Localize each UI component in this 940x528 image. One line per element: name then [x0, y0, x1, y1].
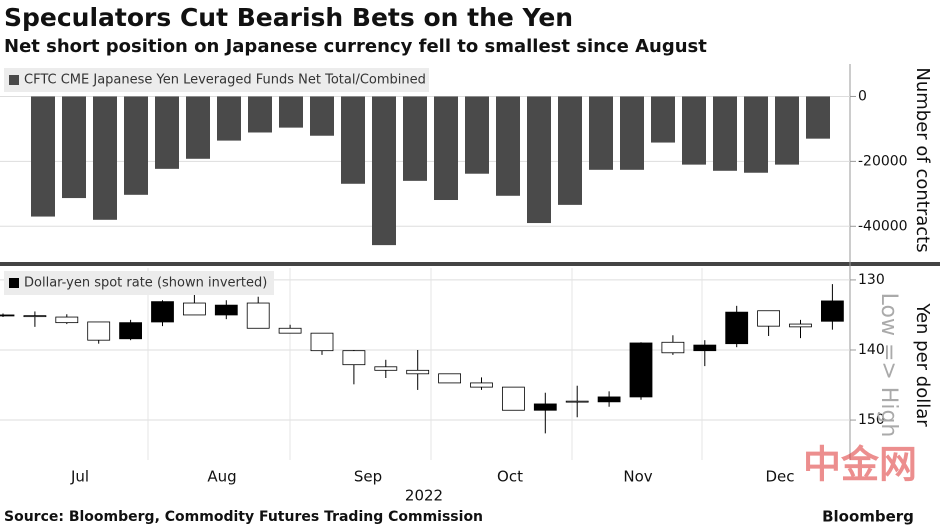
candle-body: [533, 403, 557, 411]
legend-swatch: [9, 75, 19, 85]
bar: [558, 96, 582, 205]
y-tick-label: 150: [858, 412, 885, 428]
candle-body: [661, 341, 685, 354]
x-tick-label: Jul: [70, 468, 89, 486]
y-tick-label: -40000: [858, 218, 908, 234]
candle-body: [629, 342, 653, 398]
y-axis-label: Yen per dollar: [912, 302, 933, 427]
x-tick-label: Dec: [765, 468, 794, 486]
candle-body: [501, 386, 525, 411]
bar: [124, 96, 148, 195]
bar: [403, 96, 427, 181]
x-tick-label: Nov: [623, 468, 652, 486]
chart-subtitle: Net short position on Japanese currency …: [4, 36, 707, 57]
bar: [713, 96, 737, 171]
bar: [186, 96, 210, 159]
candle-body: [214, 304, 238, 316]
candle-body: [310, 332, 334, 352]
bar: [806, 96, 830, 139]
bar: [651, 96, 675, 143]
candle-body: [87, 321, 111, 341]
candle-body: [0, 314, 15, 317]
candle-body: [597, 396, 621, 403]
y-tick-label: 0: [858, 88, 867, 104]
legend-label: CFTC CME Japanese Yen Leveraged Funds Ne…: [24, 73, 426, 88]
bar: [372, 96, 396, 246]
candle-body: [406, 369, 430, 375]
candle-body: [693, 344, 717, 352]
legend-box: [4, 68, 429, 92]
candle-body: [23, 315, 47, 318]
x-tick-label: Oct: [497, 468, 523, 486]
bar: [217, 96, 241, 141]
candle-body: [342, 350, 366, 366]
legend-swatch: [9, 278, 19, 288]
x-tick-label: Aug: [207, 468, 236, 486]
bar: [341, 96, 365, 184]
logo: Bloomberg: [822, 508, 914, 526]
bar: [93, 96, 117, 220]
y-axis-label: Number of contracts: [912, 67, 933, 252]
bar: [248, 96, 272, 133]
candle-body: [438, 373, 462, 384]
y-tick-label: 140: [858, 342, 885, 358]
x-tick-label: Sep: [354, 468, 382, 486]
bar: [589, 96, 613, 170]
candle-body: [470, 382, 493, 388]
bar: [279, 96, 303, 128]
candle-body: [789, 323, 812, 328]
bar: [434, 96, 458, 201]
candle-body: [151, 301, 174, 323]
y-tick-label: 130: [858, 272, 885, 288]
candle-body: [278, 327, 302, 334]
bar: [744, 96, 768, 173]
watermark: 中金网: [803, 443, 917, 487]
bar: [620, 96, 644, 170]
bar: [496, 96, 520, 196]
candle-body: [55, 316, 79, 324]
bar: [682, 96, 706, 165]
candle-body: [757, 310, 780, 327]
x-axis-label: 2022: [405, 487, 443, 505]
bar: [775, 96, 799, 165]
annotation: Low => High: [876, 293, 901, 438]
candle-body: [725, 311, 749, 345]
bar: [310, 96, 334, 136]
panel-divider: [0, 262, 940, 266]
bar: [155, 96, 179, 169]
legend-label: Dollar-yen spot rate (shown inverted): [24, 276, 267, 291]
legend-box: [4, 271, 274, 295]
source: Source: Bloomberg, Commodity Futures Tra…: [4, 509, 483, 525]
chart-title: Speculators Cut Bearish Bets on the Yen: [4, 3, 573, 32]
candle-body: [374, 366, 398, 371]
candle-body: [182, 302, 206, 316]
bar: [465, 96, 489, 174]
bar: [31, 96, 55, 217]
candle-body: [246, 302, 270, 329]
candle-body: [565, 400, 589, 403]
bar: [527, 96, 551, 224]
bar: [62, 96, 86, 199]
candle-body: [119, 322, 142, 340]
candle-body: [821, 300, 844, 322]
y-tick-label: -20000: [858, 153, 908, 169]
